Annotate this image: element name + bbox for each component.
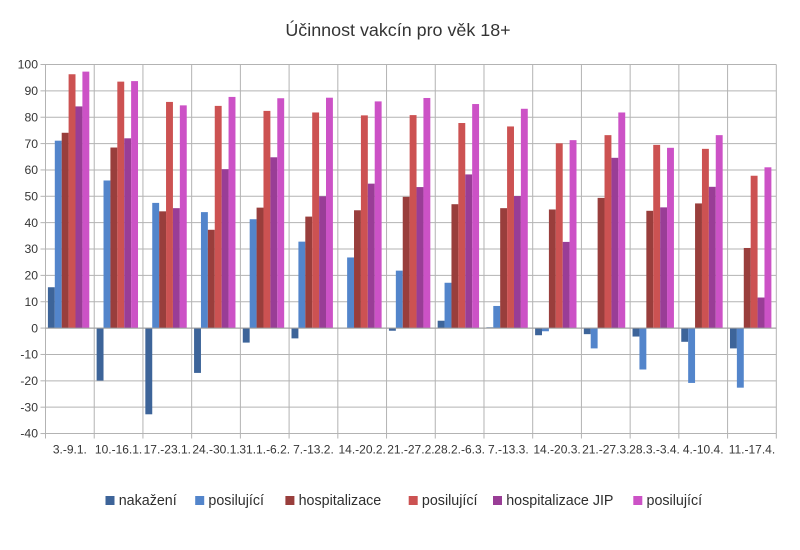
svg-text:7.-13.2.: 7.-13.2. [293, 443, 334, 457]
svg-text:80: 80 [24, 110, 38, 124]
svg-text:0: 0 [31, 321, 38, 335]
svg-text:posilující: posilující [422, 493, 478, 509]
svg-text:-10: -10 [20, 348, 38, 362]
svg-text:31.1.-6.2.: 31.1.-6.2. [239, 443, 290, 457]
svg-text:7.-13.3.: 7.-13.3. [488, 443, 529, 457]
svg-text:-40: -40 [20, 427, 38, 441]
svg-text:hospitalizace: hospitalizace [299, 493, 382, 509]
svg-text:28.2.-6.3.: 28.2.-6.3. [434, 443, 485, 457]
svg-text:-20: -20 [20, 374, 38, 388]
svg-text:21.-27.3.: 21.-27.3. [582, 443, 629, 457]
svg-text:17.-23.1.: 17.-23.1. [144, 443, 191, 457]
svg-text:70: 70 [24, 137, 38, 151]
svg-text:4.-10.4.: 4.-10.4. [683, 443, 724, 457]
svg-text:3.-9.1.: 3.-9.1. [53, 443, 87, 457]
svg-text:30: 30 [24, 242, 38, 256]
svg-text:50: 50 [24, 190, 38, 204]
svg-text:14.-20.3.: 14.-20.3. [533, 443, 580, 457]
svg-text:posilující: posilující [208, 493, 264, 509]
svg-text:hospitalizace JIP: hospitalizace JIP [506, 493, 613, 509]
svg-text:Účinnost vakcín pro věk 18+: Účinnost vakcín pro věk 18+ [285, 19, 510, 40]
svg-text:10: 10 [24, 295, 38, 309]
svg-text:24.-30.1.: 24.-30.1. [192, 443, 239, 457]
svg-text:-30: -30 [20, 400, 38, 414]
svg-text:posilující: posilující [647, 493, 703, 509]
svg-text:100: 100 [18, 58, 39, 72]
svg-text:90: 90 [24, 84, 38, 98]
svg-text:11.-17.4.: 11.-17.4. [729, 443, 775, 457]
svg-text:28.3.-3.4.: 28.3.-3.4. [629, 443, 680, 457]
svg-text:21.-27.2.: 21.-27.2. [387, 443, 434, 457]
svg-text:nakažení: nakažení [119, 493, 177, 509]
svg-text:10.-16.1.: 10.-16.1. [95, 443, 142, 457]
svg-text:20: 20 [24, 269, 38, 283]
svg-text:60: 60 [24, 163, 38, 177]
svg-text:40: 40 [24, 216, 38, 230]
svg-text:14.-20.2.: 14.-20.2. [338, 443, 385, 457]
